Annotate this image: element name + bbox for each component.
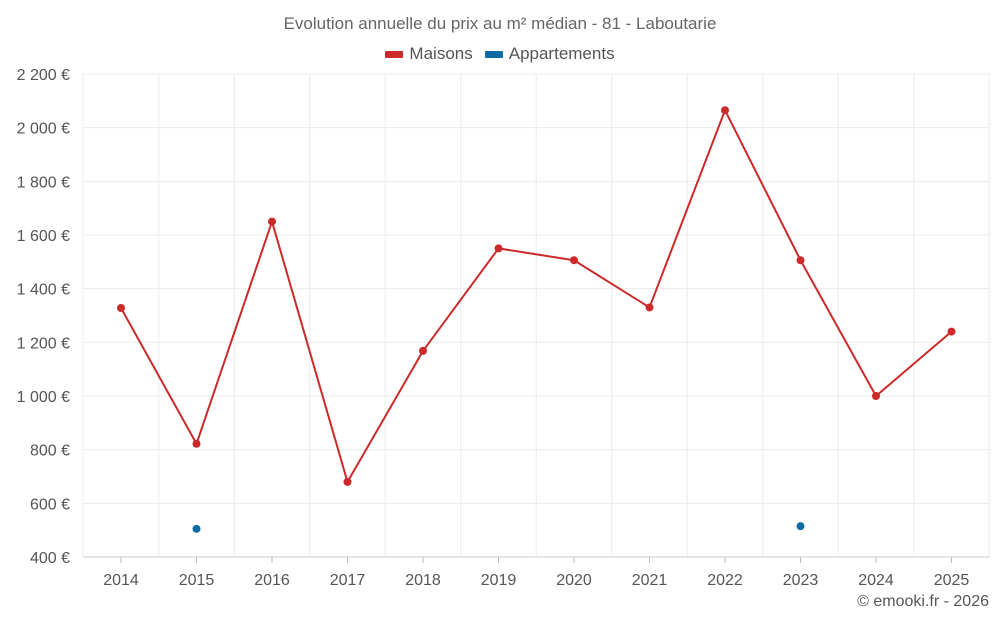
data-point-appartements-2023[interactable] xyxy=(796,522,805,531)
grid xyxy=(82,73,990,558)
y-tick-label: 1 400 € xyxy=(17,282,70,299)
legend-item-appartements[interactable]: Appartements xyxy=(484,44,615,64)
x-tick-label: 2020 xyxy=(556,572,592,589)
data-point-maisons-2023[interactable] xyxy=(796,256,805,265)
x-tick-label: 2023 xyxy=(783,572,819,589)
data-point-maisons-2017[interactable] xyxy=(343,477,352,486)
legend: Maisons Appartements xyxy=(0,44,1000,64)
data-point-maisons-2021[interactable] xyxy=(645,303,654,312)
y-tick-label: 1 600 € xyxy=(17,228,70,245)
y-tick-label: 800 € xyxy=(30,443,70,460)
x-tick-label: 2015 xyxy=(179,572,215,589)
data-point-maisons-2024[interactable] xyxy=(872,392,880,400)
x-tick-label: 2014 xyxy=(103,572,139,589)
data-point-maisons-2016[interactable] xyxy=(268,217,276,226)
x-tick-label: 2021 xyxy=(632,572,668,589)
x-tick-label: 2016 xyxy=(254,572,290,589)
y-tick-label: 2 200 € xyxy=(17,67,70,84)
y-tick-label: 1 800 € xyxy=(17,174,70,191)
legend-item-maisons[interactable]: Maisons xyxy=(385,44,473,64)
copyright-credit: © emooki.fr - 2026 xyxy=(857,593,989,610)
x-tick-label: 2025 xyxy=(934,572,970,589)
y-axis: 2 200 € 2 000 € 1 800 € 1 600 € 1 400 € 1 200… xyxy=(17,67,70,567)
x-tick-label: 2022 xyxy=(707,572,743,589)
series-layer xyxy=(117,106,956,533)
legend-label-maisons: Maisons xyxy=(409,44,473,63)
y-tick-label: 2 000 € xyxy=(17,121,70,138)
data-point-maisons-2018[interactable] xyxy=(419,346,427,355)
x-tick-label: 2018 xyxy=(405,572,441,589)
series-line-maisons xyxy=(120,109,953,483)
data-point-maisons-2014[interactable] xyxy=(117,303,125,312)
legend-label-appartements: Appartements xyxy=(508,44,615,63)
legend-swatch-maisons xyxy=(385,50,404,58)
data-point-appartements-2015[interactable] xyxy=(192,524,201,533)
data-point-maisons-2015[interactable] xyxy=(192,439,201,448)
data-point-maisons-2020[interactable] xyxy=(570,256,578,265)
y-tick-label: 600 € xyxy=(30,496,70,513)
x-tick-label: 2024 xyxy=(858,572,894,589)
chart-title: Evolution annuelle du prix au m² médian … xyxy=(283,14,717,33)
x-axis: 2014 2015 2016 2017 2018 2019 2020 2021 2022 2023… xyxy=(103,557,969,589)
y-tick-label: 400 € xyxy=(30,550,70,567)
y-tick-label: 1 200 € xyxy=(17,335,70,352)
x-tick-label: 2019 xyxy=(481,572,517,589)
data-point-maisons-2025[interactable] xyxy=(947,327,956,336)
x-tick-label: 2017 xyxy=(330,572,366,589)
data-point-maisons-2022[interactable] xyxy=(721,106,729,115)
legend-swatch-appartements xyxy=(484,50,503,58)
y-tick-label: 1 000 € xyxy=(17,389,70,406)
data-point-maisons-2019[interactable] xyxy=(494,244,503,253)
